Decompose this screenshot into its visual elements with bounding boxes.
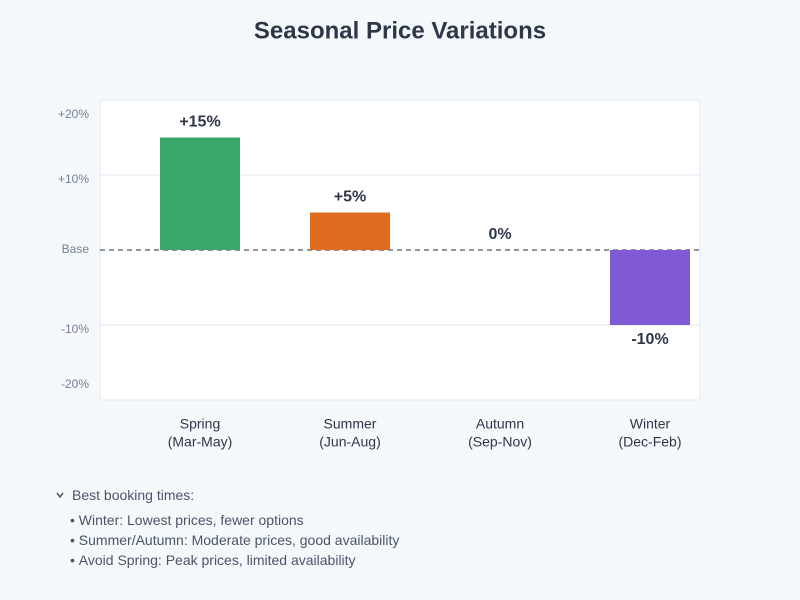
chart: Seasonal Price Variations +20% +10% Base -1…: [58, 17, 701, 450]
value-label: 0%: [488, 226, 511, 243]
notes: Best booking times: Winter: Lowest price…: [56, 484, 399, 570]
notes-heading-row: Best booking times:: [56, 484, 399, 506]
note-item: Summer/Autumn: Moderate prices, good ava…: [70, 530, 400, 550]
y-tick-label: -10%: [61, 322, 89, 336]
notes-icon: [56, 492, 64, 499]
chart-title: Seasonal Price Variations: [254, 17, 546, 44]
value-label: +15%: [179, 114, 220, 131]
x-tick-label: Summer: [324, 416, 377, 432]
y-tick-label: Base: [62, 242, 90, 256]
note-item: Avoid Spring: Peak prices, limited avail…: [70, 550, 399, 570]
bar: [610, 250, 690, 325]
bar: [310, 212, 390, 250]
value-label: +5%: [334, 189, 366, 206]
x-tick-label: Autumn: [476, 416, 524, 432]
x-tick-label: Winter: [630, 416, 671, 432]
x-tick-sublabel: (Mar-May): [168, 434, 233, 450]
x-tick-sublabel: (Jun-Aug): [319, 434, 380, 450]
x-tick-label: Spring: [180, 416, 220, 432]
notes-list: Winter: Lowest prices, fewer optionsSumm…: [70, 510, 400, 570]
notes-heading: Best booking times:: [72, 487, 195, 503]
value-label: -10%: [631, 331, 668, 348]
y-tick-label: -20%: [61, 377, 89, 391]
x-tick-sublabel: (Dec-Feb): [618, 434, 681, 450]
bar: [160, 137, 240, 250]
y-tick-label: +20%: [58, 107, 89, 121]
y-tick-label: +10%: [58, 172, 89, 186]
x-tick-sublabel: (Sep-Nov): [468, 434, 532, 450]
note-item: Winter: Lowest prices, fewer options: [70, 510, 399, 530]
